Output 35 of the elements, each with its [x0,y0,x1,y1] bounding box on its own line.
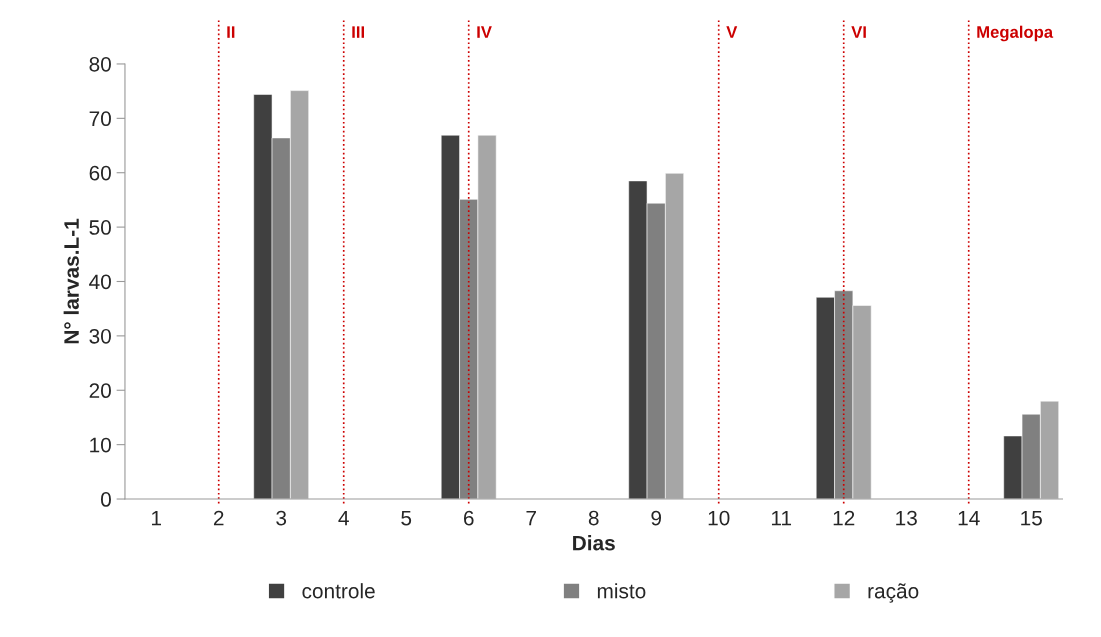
ref-line-label: VI [851,26,866,38]
x-tick-label: 13 [896,510,917,526]
y-tick-label: 10 [90,437,111,453]
legend-label: misto [597,583,646,599]
x-tick-label: 12 [833,510,855,526]
x-tick-label: 10 [708,510,730,526]
x-axis-title: Dias [573,535,615,551]
x-tick-label: 7 [526,510,536,526]
y-tick-label: 20 [89,383,111,399]
x-tick-label: 5 [401,510,412,526]
x-tick-label: 1 [152,510,161,526]
x-tick-label: 9 [651,510,662,526]
x-tick-label: 6 [463,510,474,526]
y-tick-label: 70 [89,111,111,127]
y-tick-label: 80 [89,56,111,72]
y-tick-label: 60 [89,165,111,181]
y-tick-label: 40 [89,274,111,290]
ref-line-label: Megalopa [977,25,1054,42]
x-tick-label: 3 [276,510,287,526]
legend-label: controle [302,583,375,599]
ref-line-label: IV [477,26,492,38]
x-tick-label: 4 [338,510,349,526]
x-tick-label: 2 [213,510,224,526]
x-tick-label: 8 [588,510,599,526]
y-tick-label: 0 [101,492,111,507]
y-tick-label: 30 [89,328,111,344]
y-axis-title: N° larvas.L-1 [63,218,79,344]
legend-label: ração [868,583,919,603]
x-tick-label: 11 [771,510,792,526]
x-tick-label: 15 [1021,510,1042,526]
ref-line-label: V [726,26,738,38]
ref-line-label: III [352,26,364,38]
y-tick-label: 50 [89,220,111,235]
ref-line-label: II [227,26,235,38]
x-tick-label: 14 [958,510,980,526]
